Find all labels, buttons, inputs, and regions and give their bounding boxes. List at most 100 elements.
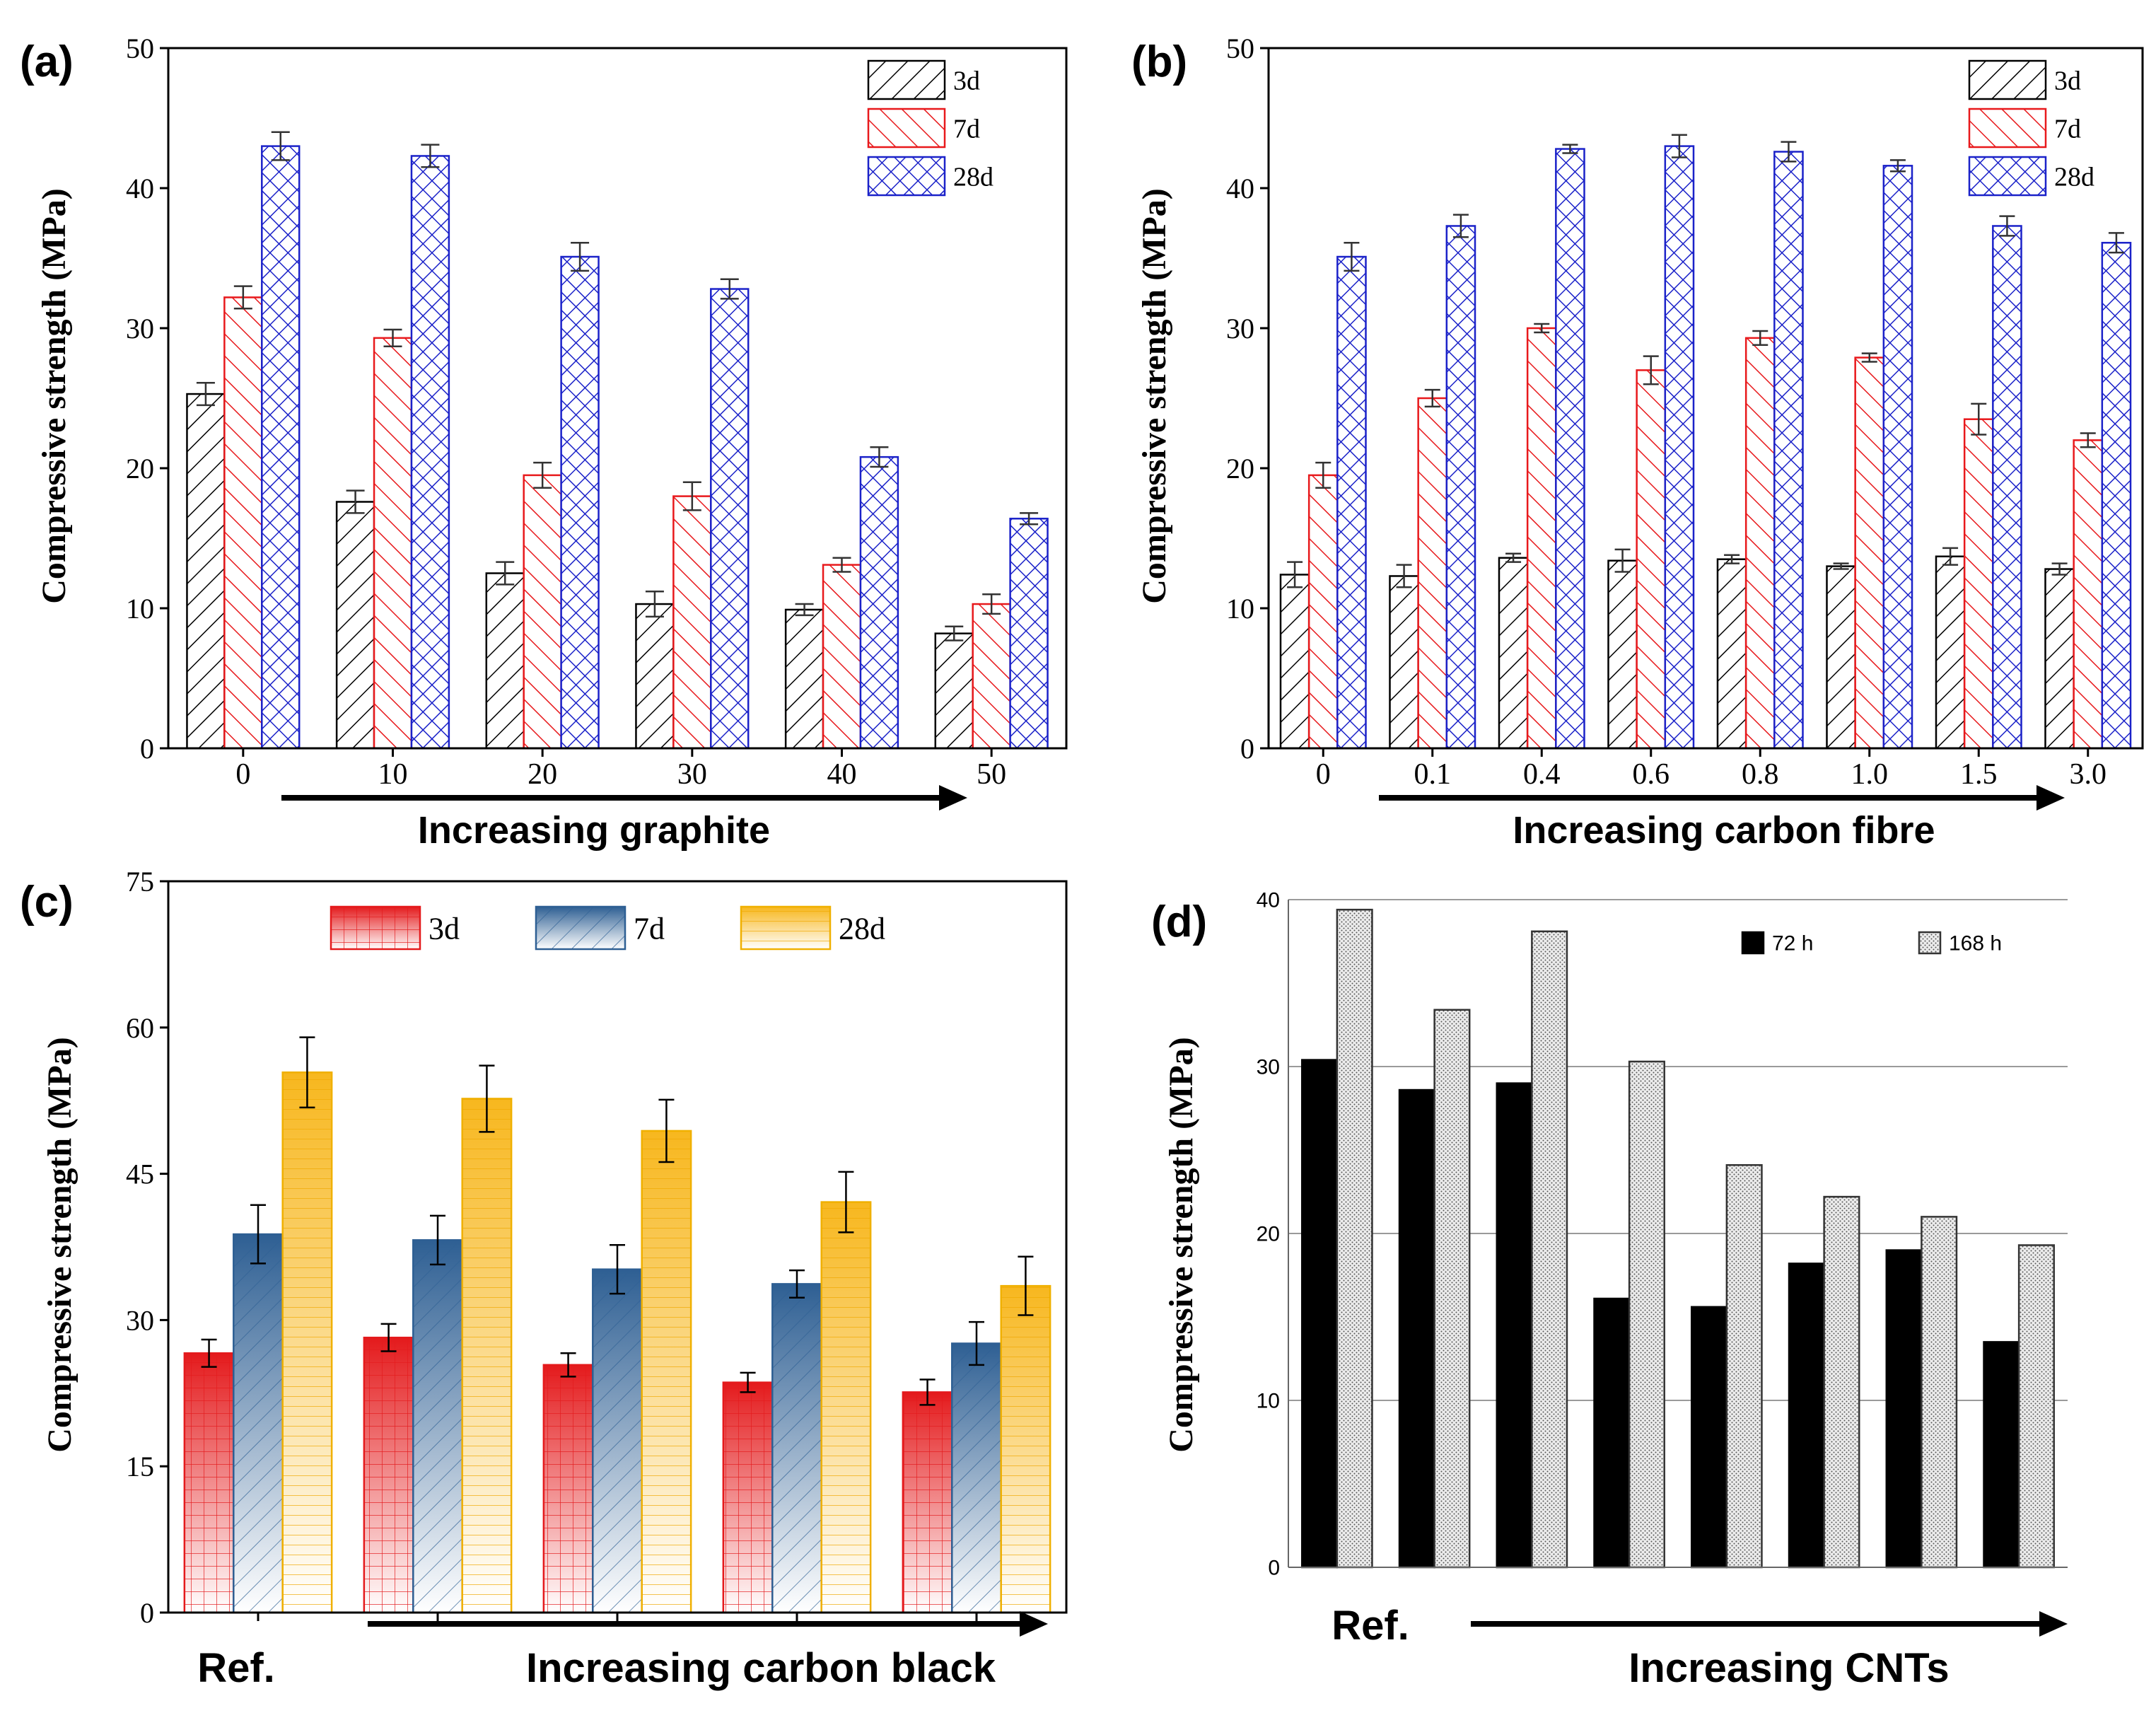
bar [2073, 439, 2104, 750]
bar [1433, 1009, 1471, 1569]
bar [1526, 327, 1557, 750]
bar [1389, 575, 1419, 750]
ref-label: Ref. [197, 1645, 275, 1691]
bar [1885, 1249, 1923, 1569]
bar-texture [593, 1269, 642, 1613]
trend-arrow-label: Increasing CNTs [1628, 1645, 1949, 1691]
x-tick-label: 0.8 [1742, 758, 1779, 791]
legend-swatch-texture [331, 907, 420, 949]
x-tick-label: 20 [528, 758, 557, 791]
bar [672, 495, 712, 750]
y-tick-label: 30 [126, 313, 154, 344]
y-tick-label: 40 [1257, 889, 1280, 912]
bar [261, 145, 301, 750]
y-tick-label: 60 [126, 1012, 154, 1044]
legend-label: 72 h [1772, 932, 1813, 956]
bar-texture [902, 1392, 952, 1613]
axis-frame [167, 47, 1068, 750]
bar [1664, 145, 1695, 750]
bar [560, 255, 600, 750]
bar-texture [413, 1240, 462, 1613]
bar [972, 603, 1011, 750]
bar [1593, 1297, 1631, 1569]
y-tick-label: 45 [126, 1159, 154, 1190]
bar [410, 155, 450, 750]
y-tick-label: 20 [1257, 1223, 1280, 1246]
bar [1336, 255, 1367, 750]
y-axis-title: Compressive strength (MPa) [41, 1037, 78, 1452]
x-tick-label: 0.4 [1523, 758, 1561, 791]
bar [1336, 908, 1373, 1569]
x-tick-label: 0 [235, 758, 250, 791]
trend-arrow-label: Increasing graphite [418, 809, 770, 852]
bar-texture [363, 1337, 414, 1613]
y-tick-label: 20 [1226, 453, 1254, 484]
x-tick-label: 0.1 [1414, 758, 1452, 791]
y-tick-label: 40 [1226, 173, 1254, 204]
axis-frame [1267, 47, 2144, 750]
bar-texture [772, 1284, 822, 1613]
bar [1691, 1306, 1728, 1569]
bar [1992, 225, 2022, 750]
bar [1983, 1341, 2020, 1569]
trend-arrow-head [939, 785, 967, 811]
bar [1744, 337, 1776, 750]
trend-arrow-label: Increasing carbon fibre [1513, 809, 1935, 852]
bar [1935, 555, 1966, 750]
legend-swatch-texture [741, 907, 830, 949]
bar [1823, 1195, 1860, 1569]
bar [1009, 518, 1049, 750]
bar [2101, 241, 2132, 750]
y-tick-label: 50 [126, 33, 154, 64]
bar-texture [462, 1098, 512, 1613]
legend-label: 28d [2054, 162, 2094, 192]
bar [1854, 356, 1885, 750]
panel-c-chart: 0 15 30 45 60 75 Compressive strength (MPa) (c)… [20, 866, 1068, 1691]
y-tick-label: 40 [126, 173, 154, 204]
x-tick-label: 50 [977, 758, 1006, 791]
bar [1628, 1060, 1665, 1569]
x-tick-label: 40 [827, 758, 857, 791]
y-tick-label: 0 [140, 733, 154, 765]
legend-swatch [867, 156, 946, 197]
legend-label: 28d [953, 162, 993, 192]
legend-label: 28d [839, 911, 885, 946]
bar [2017, 1244, 2055, 1569]
y-axis-title: Compressive strength (MPa) [1136, 188, 1173, 603]
panel-label: (a) [20, 37, 74, 86]
legend-label: 168 h [1949, 932, 2002, 956]
x-tick-label: 10 [378, 758, 408, 791]
y-tick-label: 15 [126, 1451, 154, 1482]
bar [523, 474, 562, 750]
trend-arrow-head [2036, 785, 2065, 811]
panel-label: (d) [1151, 898, 1207, 946]
bar-texture [723, 1382, 773, 1613]
bar [1826, 565, 1856, 750]
x-tick-label: 30 [677, 758, 707, 791]
legend-swatch [1968, 59, 2047, 100]
bar-texture [821, 1202, 871, 1613]
legend-swatch [1968, 108, 2047, 149]
x-tick-label: 0 [1316, 758, 1331, 791]
legend-label: 3d [953, 66, 980, 95]
legend-label: 3d [429, 911, 460, 946]
y-tick-label: 30 [1257, 1056, 1280, 1079]
bar [1445, 225, 1476, 750]
bar-texture [641, 1130, 692, 1613]
y-axis-title: Compressive strength (MPa) [1163, 1037, 1200, 1452]
legend-label: 7d [2054, 114, 2081, 144]
legend-swatch [867, 108, 946, 149]
bar [784, 608, 824, 750]
bar [1921, 1216, 1958, 1569]
legend-label: 3d [2054, 66, 2081, 95]
legend-swatch [1741, 931, 1765, 955]
x-tick-label: 1.5 [1960, 758, 1998, 791]
bar [335, 501, 375, 750]
ref-label: Ref. [1332, 1603, 1409, 1649]
bar-texture [282, 1072, 332, 1613]
bar [186, 393, 226, 750]
bar [1279, 574, 1310, 750]
legend-swatch [1918, 931, 1942, 955]
bar [1788, 1262, 1825, 1569]
